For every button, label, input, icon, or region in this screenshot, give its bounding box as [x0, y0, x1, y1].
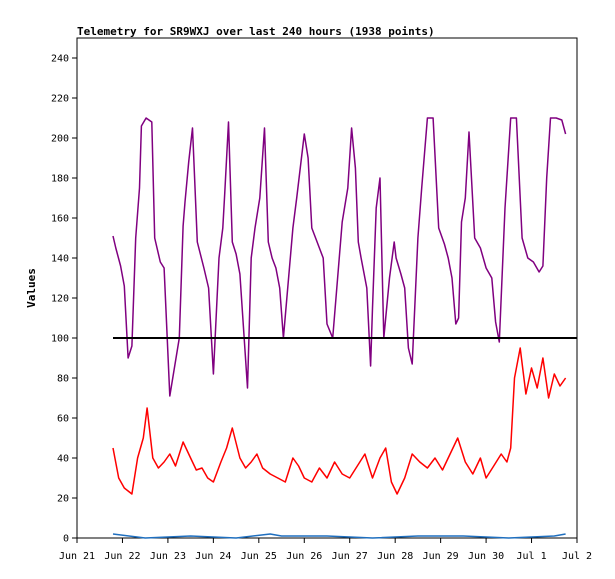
y-tick-label: 120 [51, 294, 69, 305]
x-tick-label: Jun 27 [332, 551, 368, 562]
series-line-2 [112, 347, 567, 495]
y-tick-label: 180 [51, 174, 69, 185]
series-line-0 [112, 117, 567, 397]
x-tick-label: Jun 26 [286, 551, 322, 562]
y-tick-label: 80 [57, 374, 69, 385]
y-tick-label: 20 [57, 494, 69, 505]
series-line-3 [112, 533, 566, 539]
y-axis: 0 20 40 60 80 100 120 140 160 180 200 220 240 [51, 54, 77, 545]
x-tick-label: Jun 30 [468, 551, 504, 562]
y-tick-label: 240 [51, 54, 69, 65]
x-tick-label: Jul 1 [516, 551, 546, 562]
y-tick-label: 0 [63, 534, 69, 545]
y-tick-label: 140 [51, 254, 69, 265]
x-tick-label: Jun 29 [423, 551, 459, 562]
x-tick-label: Jun 24 [195, 551, 231, 562]
y-tick-label: 200 [51, 134, 69, 145]
series-layer [112, 117, 577, 539]
y-tick-label: 100 [51, 334, 69, 345]
y-tick-label: 60 [57, 414, 69, 425]
plot-frame [76, 37, 578, 539]
x-tick-label: Jun 25 [241, 551, 277, 562]
x-tick-label: Jun 23 [150, 551, 186, 562]
x-axis: Jun 21 Jun 22 Jun 23 Jun 24 Jun 25 Jun 26 Jun … [59, 538, 592, 562]
x-tick-label: Jul 2 [562, 551, 592, 562]
x-tick-label: Jun 21 [59, 551, 95, 562]
y-axis-label: Values [25, 268, 38, 308]
x-tick-label: Jun 28 [377, 551, 413, 562]
x-tick-label: Jun 22 [104, 551, 140, 562]
y-tick-label: 220 [51, 94, 69, 105]
chart-title: Telemetry for SR9WXJ over last 240 hours… [77, 25, 435, 38]
y-tick-label: 40 [57, 454, 69, 465]
y-tick-label: 160 [51, 214, 69, 225]
